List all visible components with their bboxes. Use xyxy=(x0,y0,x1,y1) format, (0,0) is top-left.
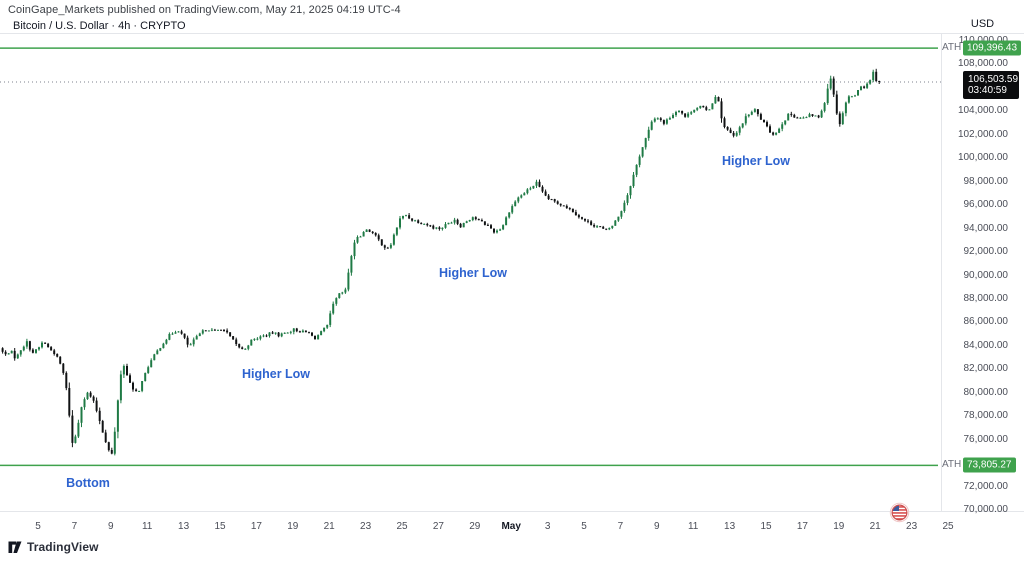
time-tick-label: 29 xyxy=(469,521,481,532)
time-tick-label: 23 xyxy=(360,521,372,532)
time-tick-label: 9 xyxy=(654,521,660,532)
price-tick-label: 100,000.00 xyxy=(957,152,1008,164)
time-tick-label: 19 xyxy=(287,521,299,532)
time-tick-label: 7 xyxy=(617,521,624,532)
time-tick-label: 15 xyxy=(760,521,772,532)
price-tick-label: 90,000.00 xyxy=(963,269,1009,281)
last-price-value: 106,503.59 xyxy=(968,73,1019,85)
ath-tag-label: ATH xyxy=(942,459,962,471)
price-tick-label: 110,000.00 xyxy=(941,35,1008,46)
time-tick-label: 23 xyxy=(906,521,918,532)
symbol-title[interactable]: Bitcoin / U.S. Dollar · 4h · CRYPTO xyxy=(13,20,186,32)
annotation-text[interactable]: Bottom xyxy=(66,476,110,490)
price-tick-label: 96,000.00 xyxy=(963,199,1009,211)
annotation-text[interactable]: Higher Low xyxy=(438,266,508,280)
time-axis[interactable]: 5 7 9 11 13 15 17 19 21 23 25 27 29 May 3 5 7 9 11 13 15 17 19… xyxy=(0,511,1024,539)
time-tick-label: 27 xyxy=(432,521,444,532)
time-tick-label: 5 xyxy=(35,521,41,532)
price-tick-label: 78,000.00 xyxy=(963,410,1009,422)
ath-tag-label: ATH xyxy=(942,42,962,54)
us-flag-event-icon[interactable] xyxy=(889,502,910,523)
price-tick-label: 94,000.00 xyxy=(963,222,1009,234)
price-axis-divider xyxy=(941,33,942,511)
price-tick-label: 108,000.00 xyxy=(957,58,1008,70)
time-tick-label: 21 xyxy=(323,521,335,532)
price-tick-label: 92,000.00 xyxy=(963,246,1009,258)
ath-price-badge: 109,396.43 xyxy=(963,40,1022,56)
time-tick-label: 21 xyxy=(869,521,881,532)
bar-countdown: 03:40:59 xyxy=(968,84,1007,96)
price-tick-label: 88,000.00 xyxy=(963,292,1009,304)
time-tick-label: 5 xyxy=(581,521,587,532)
ath-price-badge: 73,805.27 xyxy=(963,457,1016,473)
price-axis[interactable]: 110,000.00 108,000.00 104,000.00 102,000.00… xyxy=(941,33,1024,515)
price-tick-label: 80,000.00 xyxy=(963,386,1009,398)
tradingview-brand-text[interactable]: TradingView xyxy=(27,540,99,554)
time-tick-label: 15 xyxy=(214,521,226,532)
time-tick-label: 17 xyxy=(796,521,808,532)
time-tick-label: 17 xyxy=(250,521,262,532)
time-tick-label: 19 xyxy=(833,521,845,532)
price-tick-label: 82,000.00 xyxy=(963,363,1009,375)
time-tick-label: 9 xyxy=(108,521,114,532)
footer: TradingView xyxy=(8,540,99,554)
currency-label[interactable]: USD xyxy=(970,18,995,30)
candles xyxy=(1,68,881,456)
tradingview-logo-icon[interactable] xyxy=(8,541,22,554)
time-tick-label: May xyxy=(501,521,521,532)
price-tick-label: 102,000.00 xyxy=(957,128,1008,140)
attribution-text: CoinGape_Markets published on TradingVie… xyxy=(8,4,401,16)
price-tick-label: 72,000.00 xyxy=(963,480,1009,492)
time-tick-label: 13 xyxy=(178,521,190,532)
header-divider xyxy=(0,33,1024,34)
annotation-text[interactable]: Higher Low xyxy=(241,367,311,381)
price-tick-label: 86,000.00 xyxy=(963,316,1009,328)
time-tick-label: 25 xyxy=(942,521,954,532)
time-axis-divider xyxy=(0,511,1024,512)
price-tick-label: 70,000.00 xyxy=(963,504,1009,515)
annotation-text[interactable]: Higher Low xyxy=(721,154,791,168)
price-tick-label: 76,000.00 xyxy=(963,433,1009,445)
time-tick-label: 11 xyxy=(141,521,153,532)
time-tick-label: 13 xyxy=(724,521,736,532)
time-tick-label: 3 xyxy=(544,521,551,532)
price-tick-label: 84,000.00 xyxy=(963,339,1009,351)
time-tick-label: 7 xyxy=(71,521,78,532)
time-tick-label: 11 xyxy=(687,521,699,532)
price-tick-label: 98,000.00 xyxy=(963,175,1009,187)
last-price-label: 106,503.59 03:40:59 xyxy=(963,70,1019,99)
price-tick-label: 104,000.00 xyxy=(957,105,1008,117)
time-tick-label: 25 xyxy=(396,521,408,532)
